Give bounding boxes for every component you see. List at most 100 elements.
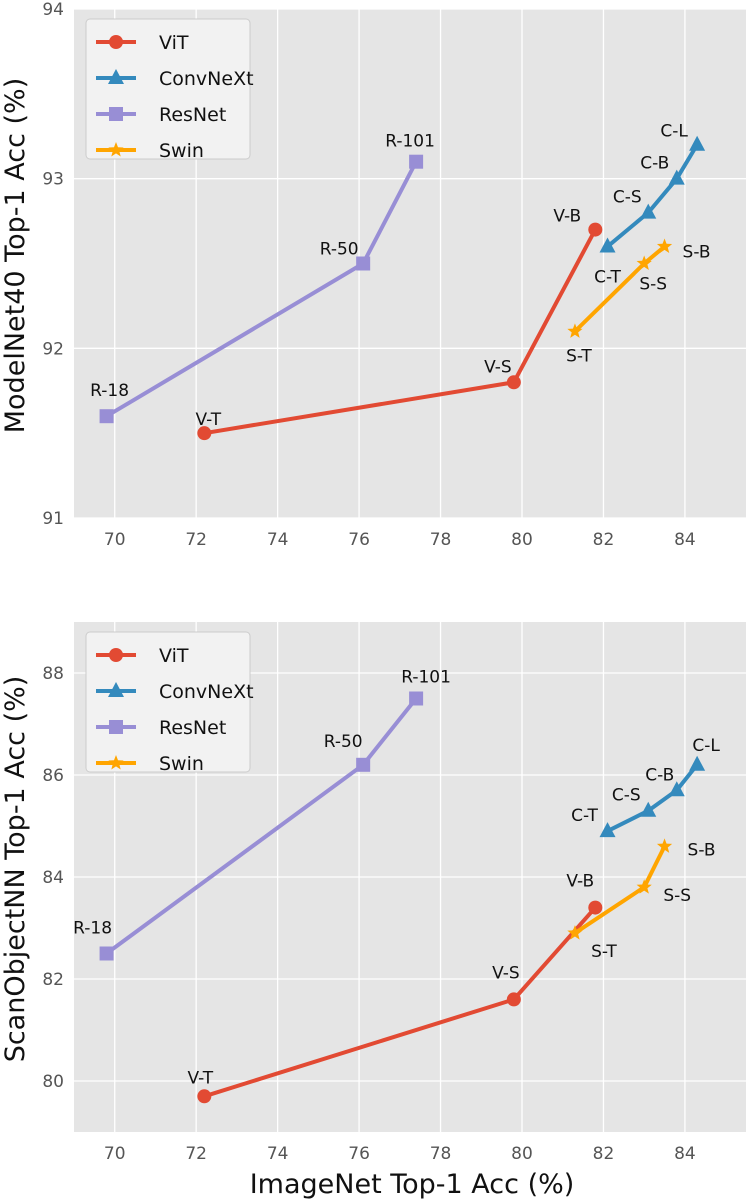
data-point-r-101 <box>409 154 424 169</box>
data-point-c-t <box>599 237 616 253</box>
y-tick-label: 82 <box>42 970 64 990</box>
data-point-v-t <box>197 426 212 441</box>
x-tick-label: 82 <box>593 1144 615 1164</box>
point-label-c-b: C-B <box>640 154 669 174</box>
data-point-c-l <box>689 135 706 151</box>
point-label-v-t: V-T <box>188 1068 214 1088</box>
chart-scanobjectnn: 70 72 74 76 78 80 82 84 80 82 84 86 88 ScanObjectNN T… <box>0 622 746 1164</box>
point-label-s-b: S-B <box>688 840 716 860</box>
x-tick-label: 74 <box>267 1144 289 1164</box>
legend-marker-swin <box>108 142 124 157</box>
y-axis-title: ScanObjectNN Top-1 Acc (%) <box>0 676 31 1063</box>
series-line-convnext <box>606 143 699 249</box>
point-label-c-t: C-T <box>571 806 598 826</box>
legend-marker-resnet <box>109 720 123 734</box>
point-label-c-s: C-S <box>613 188 642 208</box>
point-label-c-s: C-S <box>612 786 641 806</box>
x-tick-label: 72 <box>185 1144 207 1164</box>
x-tick-label: 70 <box>104 530 126 550</box>
point-label-v-b: V-B <box>553 207 581 227</box>
data-point-r-50 <box>356 256 371 271</box>
y-axis-title: ModelNet40 Top-1 Acc (%) <box>0 78 31 433</box>
x-tick-label: 76 <box>348 1144 370 1164</box>
data-point-s-t <box>567 925 583 940</box>
point-label-s-b: S-B <box>683 243 711 263</box>
point-label-r-18: R-18 <box>73 919 112 939</box>
legend-label-convnext: ConvNeXt <box>159 68 254 90</box>
x-tick-label: 78 <box>430 530 452 550</box>
legend-marker-vit <box>109 648 123 662</box>
data-point-v-b <box>588 900 603 915</box>
data-point-c-b <box>668 781 685 797</box>
point-label-v-s: V-S <box>492 963 520 983</box>
y-tick-label: 92 <box>42 339 64 359</box>
y-tick-label: 93 <box>42 170 64 190</box>
legend-marker-resnet <box>109 107 123 121</box>
data-point-c-l <box>689 755 706 771</box>
legend-label-swin: Swin <box>159 140 204 162</box>
y-tick-label: 94 <box>42 0 64 20</box>
point-label-r-101: R-101 <box>385 132 435 152</box>
legend: ViT ConvNeXt ResNet Swin <box>85 18 254 162</box>
data-point-r-18 <box>99 946 114 961</box>
data-point-r-18 <box>99 409 114 424</box>
x-tick-label: 78 <box>430 1144 452 1164</box>
data-point-s-t <box>567 323 583 338</box>
point-label-v-b: V-B <box>566 872 594 892</box>
y-tick-label: 91 <box>42 509 64 529</box>
x-tick-label: 84 <box>674 530 696 550</box>
point-label-s-t: S-T <box>591 942 617 962</box>
point-label-v-t: V-T <box>196 410 222 430</box>
y-tick-label: 84 <box>42 868 64 888</box>
point-label-c-t: C-T <box>594 268 621 288</box>
x-tick-label: 80 <box>511 1144 533 1164</box>
chart-modelnet40: 70 72 74 76 78 80 82 84 91 92 93 94 ModelNet40 Top-1… <box>0 0 746 550</box>
point-label-s-s: S-S <box>639 275 667 295</box>
y-tick-label: 86 <box>42 766 64 786</box>
data-point-c-s <box>640 801 657 817</box>
point-label-r-101: R-101 <box>401 668 451 688</box>
data-point-v-t <box>197 1089 212 1104</box>
series-line-convnext <box>606 763 699 833</box>
point-label-r-50: R-50 <box>324 732 363 752</box>
legend-label-swin: Swin <box>159 753 204 775</box>
legend-box <box>85 18 251 160</box>
x-tick-label: 76 <box>348 530 370 550</box>
legend-label-vit: ViT <box>159 645 189 667</box>
point-label-s-t: S-T <box>566 346 592 366</box>
data-point-s-b <box>656 838 673 853</box>
data-point-s-s <box>636 879 652 894</box>
data-point-s-s <box>636 255 652 270</box>
legend: ViT ConvNeXt ResNet Swin <box>85 631 254 775</box>
point-label-c-l: C-L <box>692 736 720 756</box>
legend-marker-swin <box>108 755 124 770</box>
x-tick-label: 72 <box>185 530 207 550</box>
point-label-c-b: C-B <box>645 765 674 785</box>
point-label-r-50: R-50 <box>320 240 359 260</box>
legend-marker-convnext <box>108 69 124 84</box>
x-tick-label: 80 <box>511 530 533 550</box>
data-point-c-s <box>640 203 657 219</box>
data-point-s-b <box>656 238 673 254</box>
legend-marker-convnext <box>108 682 124 697</box>
legend-marker-vit <box>109 35 123 49</box>
point-label-v-s: V-S <box>484 357 512 377</box>
x-tick-label: 84 <box>674 1144 696 1164</box>
point-label-c-l: C-L <box>660 122 688 142</box>
y-tick-label: 80 <box>42 1072 64 1092</box>
x-axis-title: ImageNet Top-1 Acc (%) <box>250 1169 575 1200</box>
point-label-r-18: R-18 <box>90 381 129 401</box>
data-point-c-t <box>599 822 616 838</box>
x-tick-label: 82 <box>593 530 615 550</box>
y-tick-label: 88 <box>42 664 64 684</box>
data-point-r-50 <box>356 757 371 772</box>
data-point-r-101 <box>409 691 424 706</box>
x-tick-label: 70 <box>104 1144 126 1164</box>
data-point-v-b <box>588 222 603 237</box>
data-point-v-s <box>506 992 521 1007</box>
legend-label-resnet: ResNet <box>159 104 226 126</box>
legend-label-vit: ViT <box>159 32 189 54</box>
legend-box <box>85 631 251 773</box>
